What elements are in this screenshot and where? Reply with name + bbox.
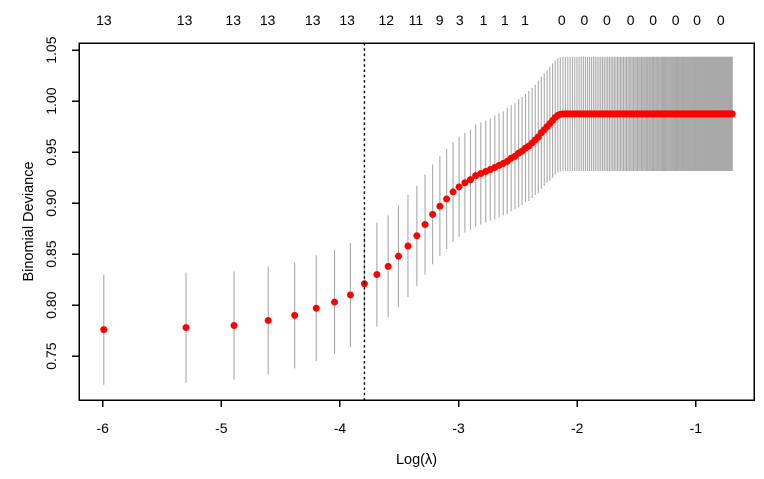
top-axis-count: 12 <box>378 12 394 28</box>
top-axis-count: 0 <box>580 12 588 28</box>
cv-point <box>429 210 437 218</box>
cv-point <box>100 326 108 334</box>
y-tick-label: 0.90 <box>43 189 59 216</box>
y-tick-label: 1.05 <box>43 36 59 63</box>
x-tick-label: -2 <box>571 420 584 436</box>
cv-point <box>346 291 354 299</box>
cv-point <box>421 221 429 229</box>
top-axis-count: 0 <box>717 12 725 28</box>
cv-points-group <box>100 110 736 334</box>
cv-point <box>728 110 736 118</box>
cv-point <box>182 324 190 332</box>
top-axis-count: 13 <box>260 12 276 28</box>
top-axis-count: 13 <box>177 12 193 28</box>
y-axis-title: Binomial Deviance <box>21 161 37 281</box>
error-bars-group <box>103 56 733 385</box>
top-axis-count: 9 <box>436 12 444 28</box>
top-axis-count: 0 <box>672 12 680 28</box>
top-axis-count: 0 <box>558 12 566 28</box>
cv-point <box>312 304 320 312</box>
cv-point <box>436 202 444 210</box>
cv-point <box>466 176 474 184</box>
top-axis-counts-group: 13 13 13 13 13 13 12 11 9 3 1 1 1 0 0 0 0 0 0 0 0 <box>96 12 725 28</box>
top-axis-count: 11 <box>409 12 424 28</box>
x-axis-ticks-group: -6 -5 -4 -3 -2 -1 <box>96 400 702 436</box>
cv-point <box>264 316 272 324</box>
x-tick-label: -4 <box>334 420 347 436</box>
y-axis-ticks-group: 0.75 0.80 0.85 0.90 0.95 1.00 1.05 <box>43 36 79 370</box>
top-axis-count: 13 <box>96 12 112 28</box>
x-axis-title: Log(λ) <box>396 452 437 468</box>
x-tick-label: -1 <box>690 420 703 436</box>
cv-point <box>455 183 463 191</box>
top-axis-count: 13 <box>305 12 321 28</box>
top-axis-count: 0 <box>603 12 611 28</box>
top-axis-count: 1 <box>521 12 529 28</box>
top-axis-count: 1 <box>501 12 509 28</box>
top-axis-count: 0 <box>649 12 657 28</box>
top-axis-count: 0 <box>693 12 701 28</box>
y-tick-label: 1.00 <box>43 87 59 114</box>
cv-point <box>394 252 402 260</box>
top-axis-count: 0 <box>627 12 635 28</box>
top-axis-count: 13 <box>225 12 241 28</box>
cv-point <box>384 262 392 270</box>
top-axis-count: 3 <box>456 12 464 28</box>
cv-point <box>291 311 299 319</box>
y-tick-label: 0.95 <box>43 138 59 165</box>
cv-point <box>331 298 339 306</box>
cv-point <box>443 195 451 203</box>
y-tick-label: 0.75 <box>43 342 59 369</box>
cv-point <box>230 322 238 330</box>
cv-point <box>449 188 457 196</box>
x-tick-label: -5 <box>215 420 228 436</box>
y-tick-label: 0.80 <box>43 291 59 318</box>
top-axis-count: 13 <box>339 12 355 28</box>
plot-box-group <box>78 42 755 401</box>
x-tick-label: -3 <box>452 420 465 436</box>
y-tick-label: 0.85 <box>43 240 59 267</box>
top-axis-count: 1 <box>480 12 488 28</box>
x-tick-label: -6 <box>96 420 109 436</box>
cv-point <box>461 179 469 187</box>
cv-point <box>373 271 381 279</box>
plot-box <box>78 42 755 401</box>
cv-point <box>413 232 421 240</box>
cv-point <box>404 242 412 250</box>
